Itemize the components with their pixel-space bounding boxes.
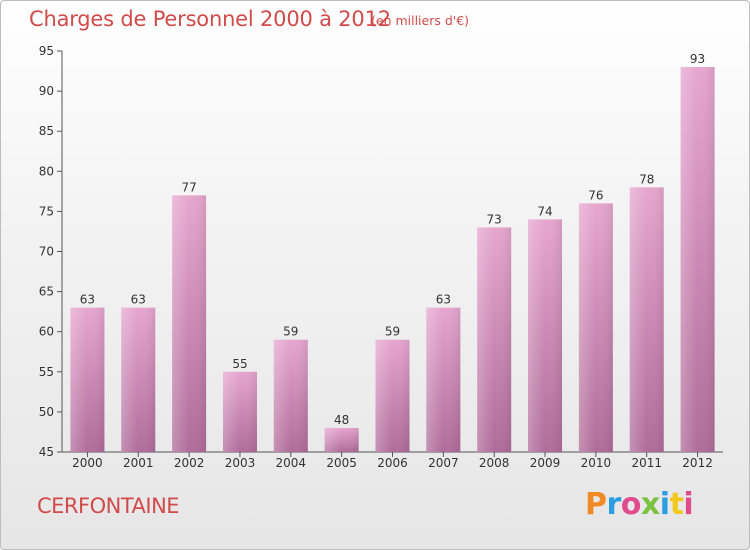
value-label: 73 bbox=[487, 212, 502, 226]
x-tick-label: 2005 bbox=[326, 456, 357, 470]
value-label: 55 bbox=[232, 357, 247, 371]
logo-letter: t bbox=[669, 487, 684, 522]
bar-shading bbox=[222, 371, 257, 452]
x-tick-label: 2009 bbox=[530, 456, 561, 470]
bar-shading bbox=[324, 427, 359, 452]
y-tick-label: 70 bbox=[39, 245, 54, 259]
value-label: 74 bbox=[537, 204, 552, 218]
bar-shading bbox=[680, 67, 715, 452]
bar-shading bbox=[477, 227, 512, 452]
logo-letter: i bbox=[683, 487, 694, 522]
municipality-name: CERFONTAINE bbox=[37, 494, 180, 518]
y-tick-label: 90 bbox=[39, 84, 54, 98]
y-tick-label: 50 bbox=[39, 405, 54, 419]
bars bbox=[70, 67, 715, 453]
logo-letter: P bbox=[585, 487, 607, 522]
chart-subtitle: (en milliers d'€) bbox=[371, 13, 470, 28]
x-tick-label: 2002 bbox=[174, 456, 205, 470]
value-label: 63 bbox=[436, 293, 451, 307]
y-tick-label: 95 bbox=[39, 44, 54, 58]
bar-shading bbox=[121, 307, 156, 452]
value-label: 59 bbox=[283, 325, 298, 339]
x-tick-label: 2008 bbox=[479, 456, 510, 470]
value-label: 48 bbox=[334, 413, 349, 427]
x-tick-label: 2001 bbox=[123, 456, 154, 470]
logo-letter: i bbox=[659, 487, 670, 522]
value-label: 76 bbox=[588, 188, 603, 202]
logo-letter: x bbox=[640, 487, 660, 522]
bar-shading bbox=[172, 195, 207, 453]
x-tick-label: 2012 bbox=[682, 456, 713, 470]
x-tick-label: 2011 bbox=[631, 456, 662, 470]
y-tick-label: 60 bbox=[39, 325, 54, 339]
x-tick-label: 2000 bbox=[72, 456, 103, 470]
logo-letter: o bbox=[620, 487, 642, 522]
bar-shading bbox=[273, 339, 308, 452]
y-tick-label: 75 bbox=[39, 204, 54, 218]
bar-shading bbox=[578, 203, 613, 452]
chart-title: Charges de Personnel 2000 à 2012 bbox=[29, 7, 391, 31]
logo-letter: r bbox=[606, 487, 622, 522]
y-tick-label: 85 bbox=[39, 124, 54, 138]
value-label: 59 bbox=[385, 325, 400, 339]
value-label: 63 bbox=[131, 293, 146, 307]
y-tick-label: 65 bbox=[39, 285, 54, 299]
bar-shading bbox=[426, 307, 461, 452]
y-tick-label: 45 bbox=[39, 445, 54, 459]
x-tick-label: 2003 bbox=[225, 456, 256, 470]
value-label: 63 bbox=[80, 293, 95, 307]
bar-shading bbox=[528, 219, 563, 452]
x-tick-label: 2007 bbox=[428, 456, 459, 470]
y-tick-label: 55 bbox=[39, 365, 54, 379]
axes: 45 50 55 60 65 70 75 80 85 90 95 bbox=[39, 44, 723, 459]
x-tick-label: 2006 bbox=[377, 456, 408, 470]
proxiti-logo: Proxiti bbox=[585, 487, 694, 522]
value-label: 77 bbox=[181, 180, 196, 194]
value-label: 78 bbox=[639, 172, 654, 186]
x-tick-label: 2010 bbox=[581, 456, 612, 470]
value-label: 93 bbox=[690, 52, 705, 66]
bar-shading bbox=[70, 307, 105, 452]
bar-shading bbox=[629, 187, 664, 452]
value-labels: 2000 63 2001 63 2002 77 2003 55 2004 59 2005 48 2006… bbox=[72, 52, 713, 470]
y-tick-label: 80 bbox=[39, 164, 54, 178]
x-tick-label: 2004 bbox=[276, 456, 307, 470]
bar-shading bbox=[375, 339, 410, 452]
